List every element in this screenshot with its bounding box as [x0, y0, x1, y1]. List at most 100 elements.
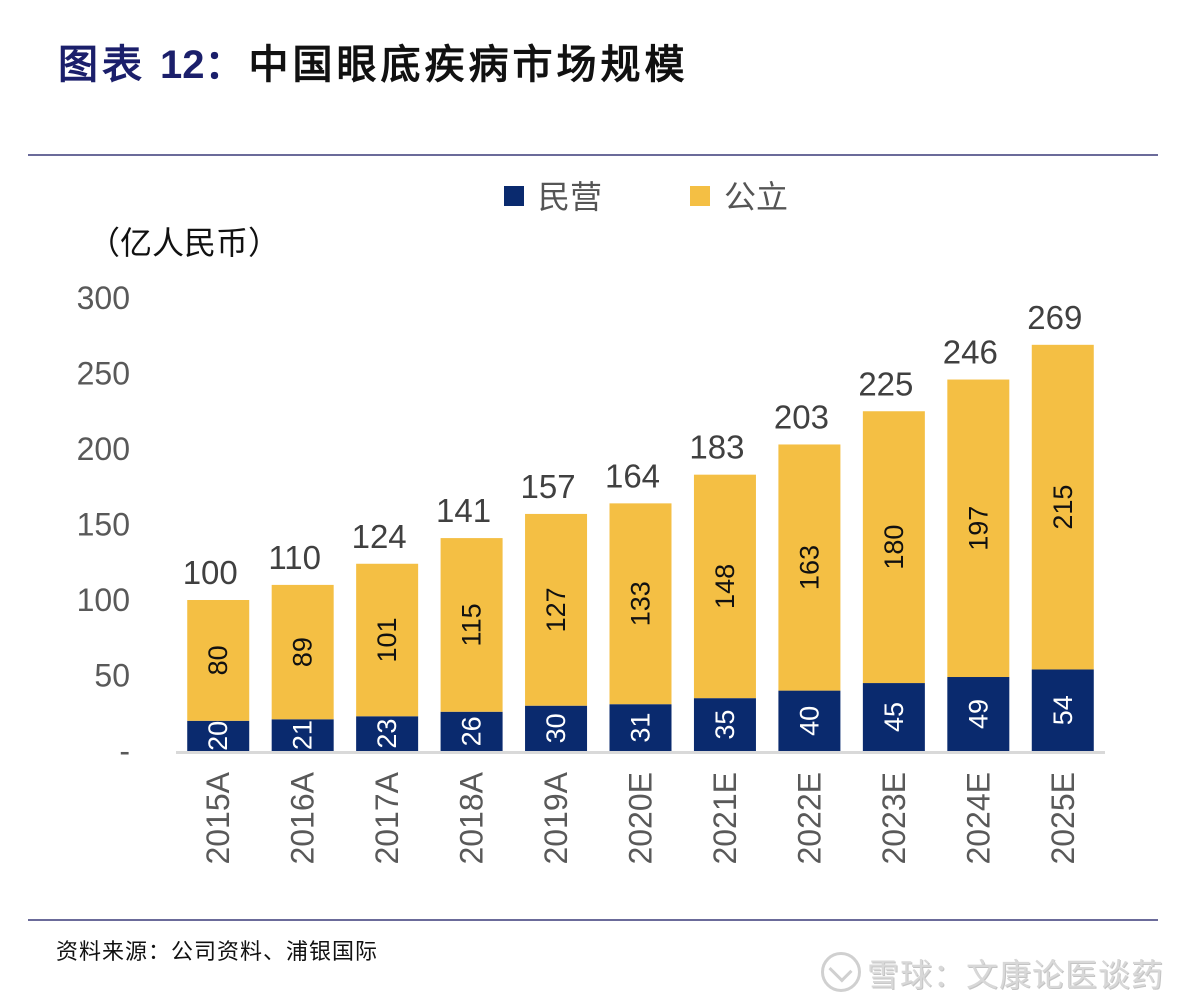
data-label-private: 26	[457, 716, 487, 746]
bar-segment-public	[778, 444, 841, 691]
data-label-private: 23	[372, 719, 402, 749]
bar-segment-public	[440, 538, 503, 712]
watermark-text: 雪球：文康论医谈药	[866, 956, 1164, 994]
total-label: 269	[1027, 299, 1082, 336]
total-label: 124	[352, 518, 407, 555]
bars: 20 80 100 21 89 110 23 101 124 26 115 141 30 127 157 31…	[183, 299, 1094, 751]
bar-segment-private	[693, 698, 756, 751]
x-tick-label: 2023E	[876, 772, 912, 865]
bar-group-2020E: 31 133 164	[605, 457, 672, 751]
bar-segment-public	[609, 503, 672, 705]
bar-segment-public	[271, 584, 334, 720]
x-tick-label: 2021E	[707, 772, 743, 865]
legend-item-private: 民营	[504, 178, 602, 216]
x-tick-label: 2024E	[960, 772, 996, 865]
xueqiu-logo-icon	[820, 952, 861, 992]
legend-swatch	[690, 186, 710, 206]
total-label: 183	[689, 429, 744, 466]
data-label-public: 148	[710, 564, 740, 609]
x-tick-label: 2015A	[200, 771, 236, 864]
bar-segment-private	[356, 716, 419, 751]
legend-label: 民营	[538, 178, 602, 216]
data-label-private: 40	[794, 706, 824, 736]
bar-group-2023E: 45 180 225	[858, 365, 925, 751]
x-axis: 2015A 2016A 2017A 2018A 2019A 2020E 2021E 2022E…	[200, 771, 1081, 864]
data-label-private: 31	[626, 713, 656, 743]
bar-group-2019A: 30 127 157	[521, 468, 588, 751]
x-tick-label: 2016A	[285, 771, 321, 864]
figure-number: 12：	[160, 43, 245, 87]
bar-segment-private	[440, 711, 503, 751]
y-tick-label: 200	[77, 431, 130, 467]
bar-group-2017A: 23 101 124	[352, 518, 419, 751]
top-divider	[28, 154, 1158, 156]
figure-title: 中国眼底疾病市场规模	[248, 41, 689, 88]
total-label: 203	[774, 398, 829, 435]
y-tick-label: 50	[94, 658, 130, 694]
legend-item-public: 公立	[690, 178, 788, 216]
data-label-public: 89	[288, 637, 318, 667]
y-tick-label: 300	[77, 280, 130, 316]
figure-prefix: 图表	[58, 41, 146, 88]
legend: 民营 公立	[504, 178, 788, 216]
unit-label: （亿人民币）	[88, 224, 280, 262]
bar-group-2015A: 20 80 100	[183, 554, 250, 751]
bar-group-2018A: 26 115 141	[436, 492, 503, 751]
bottom-divider	[28, 919, 1158, 921]
data-label-private: 49	[963, 699, 993, 729]
total-label: 141	[436, 492, 491, 529]
bar-segment-public	[356, 563, 419, 717]
x-tick-label: 2025E	[1045, 772, 1081, 865]
total-label: 246	[943, 334, 998, 371]
total-label: 110	[268, 539, 321, 576]
bar-segment-private	[525, 705, 588, 751]
data-label-public: 127	[541, 587, 571, 632]
y-tick-label: 250	[77, 356, 130, 392]
y-tick-label: -	[119, 733, 130, 769]
data-label-private: 30	[541, 713, 571, 743]
data-label-private: 35	[710, 710, 740, 740]
total-label: 225	[858, 365, 913, 402]
x-tick-label: 2019A	[538, 771, 574, 864]
bar-group-2025E: 54 215 269	[1027, 299, 1094, 751]
bar-group-2016A: 21 89 110	[268, 539, 334, 751]
bar-segment-public	[187, 600, 250, 721]
bar-segment-private	[862, 683, 925, 751]
data-label-public: 101	[372, 617, 402, 662]
bar-segment-public	[862, 411, 925, 684]
bar-group-2024E: 49 197 246	[943, 334, 1010, 751]
y-tick-label: 150	[77, 507, 130, 543]
bar-segment-private	[609, 704, 672, 751]
data-label-private: 21	[288, 720, 318, 750]
bar-segment-private	[187, 720, 250, 751]
y-tick-label: 100	[77, 582, 130, 618]
source-note: 资料来源：公司资料、浦银国际	[56, 940, 379, 965]
bar-segment-public	[525, 513, 588, 706]
data-label-private: 54	[1048, 695, 1078, 725]
chart-title: 图表 12： 中国眼底疾病市场规模	[58, 32, 689, 90]
bar-segment-public	[1031, 344, 1094, 670]
y-axis: - 50 100 150 200 250 300	[77, 280, 130, 769]
data-label-public: 197	[963, 506, 993, 551]
total-label: 164	[605, 457, 660, 494]
watermark: 雪球：文康论医谈药	[820, 950, 1164, 996]
data-label-public: 215	[1048, 485, 1078, 530]
bar-segment-private	[1031, 669, 1094, 751]
bar-group-2022E: 40 163 203	[774, 398, 841, 751]
bar-segment-private	[947, 677, 1010, 751]
data-label-public: 133	[626, 581, 656, 626]
total-label: 157	[521, 468, 576, 505]
data-label-public: 80	[203, 645, 233, 675]
data-label-public: 180	[879, 525, 909, 570]
x-tick-label: 2018A	[454, 771, 490, 864]
bar-segment-public	[947, 379, 1010, 678]
data-label-private: 20	[203, 721, 233, 751]
x-tick-label: 2017A	[369, 771, 405, 864]
data-label-private: 45	[879, 702, 909, 732]
data-label-public: 115	[457, 603, 487, 646]
bar-segment-public	[693, 474, 756, 699]
bar-group-2021E: 35 148 183	[689, 429, 756, 751]
total-label: 100	[183, 554, 238, 591]
bar-segment-private	[778, 690, 841, 751]
